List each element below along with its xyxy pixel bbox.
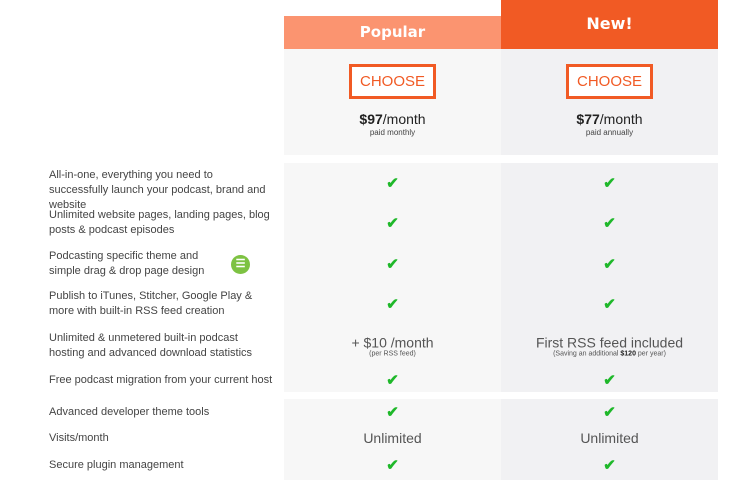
note-part: $120 [620, 350, 636, 358]
check-icon: ✔ [603, 256, 616, 273]
price-amount: $77 [576, 111, 600, 127]
check-icon: ✔ [386, 256, 399, 273]
price: $97/month [284, 111, 501, 127]
check-icon: ✔ [603, 296, 616, 313]
value-text: + $10 /month [351, 334, 434, 351]
feature-value: Unlimited [284, 430, 501, 446]
price-period: /month [382, 111, 426, 127]
feature-label: Podcasting specific theme and simple dra… [49, 250, 205, 277]
feature-label: Advanced developer theme tools [49, 406, 210, 418]
plan-badge-new: New! [501, 0, 718, 49]
feature-label: Publish to iTunes, Stitcher, Google Play… [49, 290, 253, 317]
value-note: (per RSS feed) [369, 350, 416, 358]
choose-button-popular[interactable]: CHOOSE [348, 64, 436, 99]
section-bg [501, 399, 718, 480]
theme-builder-logo-icon: ☰ [231, 255, 250, 274]
check-icon: ✔ [603, 215, 616, 232]
price-amount: $97 [359, 111, 383, 127]
section-bg [501, 163, 718, 392]
check-icon: ✔ [386, 457, 399, 474]
feature-label: All-in-one, everything you need to succe… [49, 169, 266, 211]
feature-label: Unlimited website pages, landing pages, … [49, 209, 270, 236]
feature-label: Secure plugin management [49, 459, 184, 471]
billing-note: paid monthly [369, 128, 416, 137]
check-icon: ✔ [603, 404, 616, 421]
section-bg [284, 399, 501, 480]
check-icon: ✔ [386, 215, 399, 232]
plan-badge-popular: Popular [284, 16, 501, 49]
note-part: per year) [635, 350, 666, 358]
note-part: (Saving an additional [553, 350, 621, 358]
feature-label: Unlimited & unmetered built-in podcast h… [49, 332, 253, 359]
feature-value: First RSS feed included (Saving an additi… [501, 335, 718, 358]
check-icon: ✔ [386, 372, 399, 389]
check-icon: ✔ [386, 175, 399, 192]
section-bg [284, 163, 501, 392]
choose-button-new[interactable]: CHOOSE [565, 64, 653, 99]
feature-value: Unlimited [501, 430, 718, 446]
value-text: First RSS feed included [535, 334, 684, 351]
feature-label: Visits/month [49, 432, 109, 444]
billing-note: paid annually [585, 128, 634, 137]
check-icon: ✔ [603, 457, 616, 474]
value-text: Unlimited [580, 430, 639, 446]
price: $77/month [501, 111, 718, 127]
plan-popular-pricing: CHOOSE $97/month paid monthly [284, 49, 501, 155]
check-icon: ✔ [386, 404, 399, 421]
check-icon: ✔ [603, 372, 616, 389]
plan-new-pricing: CHOOSE $77/month paid annually [501, 49, 718, 155]
check-icon: ✔ [603, 175, 616, 192]
check-icon: ✔ [386, 296, 399, 313]
value-text: Unlimited [363, 430, 422, 446]
feature-value: + $10 /month (per RSS feed) [284, 335, 501, 358]
feature-label: Free podcast migration from your current… [49, 374, 273, 386]
value-note: (Saving an additional $120 per year) [501, 351, 718, 358]
price-period: /month [599, 111, 643, 127]
